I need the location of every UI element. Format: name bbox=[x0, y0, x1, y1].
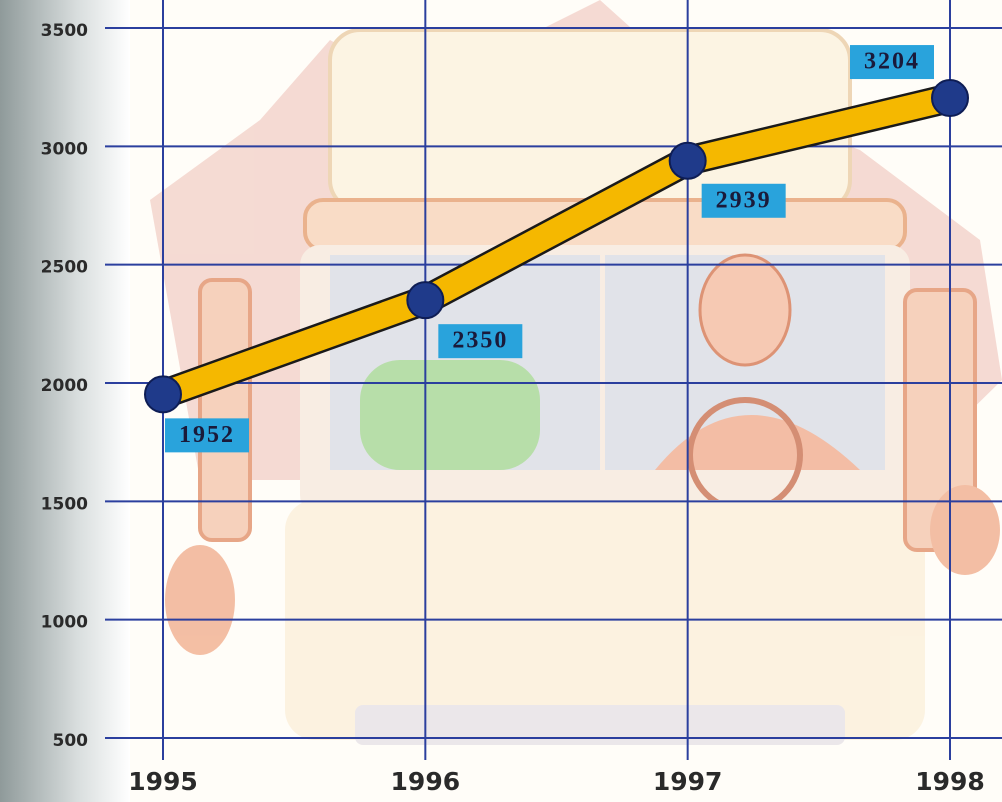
chart: 500 1000 1500 2000 2500 3000 3500 1995 1996 1997 1… bbox=[0, 0, 1002, 802]
x-tick-label: 1998 bbox=[915, 767, 985, 796]
y-tick-label: 500 bbox=[53, 731, 89, 751]
x-tick-label: 1996 bbox=[391, 767, 461, 796]
y-tick-label: 1500 bbox=[41, 494, 88, 514]
y-tick-label: 3500 bbox=[41, 21, 88, 41]
y-tick-label: 2500 bbox=[41, 258, 88, 278]
value-label: 2939 bbox=[716, 187, 772, 213]
value-label: 2350 bbox=[452, 328, 508, 354]
marker bbox=[145, 376, 181, 412]
marker bbox=[932, 80, 968, 116]
x-tick-label: 1995 bbox=[128, 767, 198, 796]
y-tick-label: 3000 bbox=[41, 139, 88, 159]
marker bbox=[407, 282, 443, 318]
x-tick-label: 1997 bbox=[653, 767, 723, 796]
y-tick-label: 2000 bbox=[41, 376, 88, 396]
side-shade bbox=[0, 0, 130, 802]
value-label: 3204 bbox=[864, 49, 920, 75]
value-label: 1952 bbox=[179, 422, 235, 448]
marker bbox=[670, 143, 706, 179]
y-tick-label: 1000 bbox=[41, 613, 88, 633]
